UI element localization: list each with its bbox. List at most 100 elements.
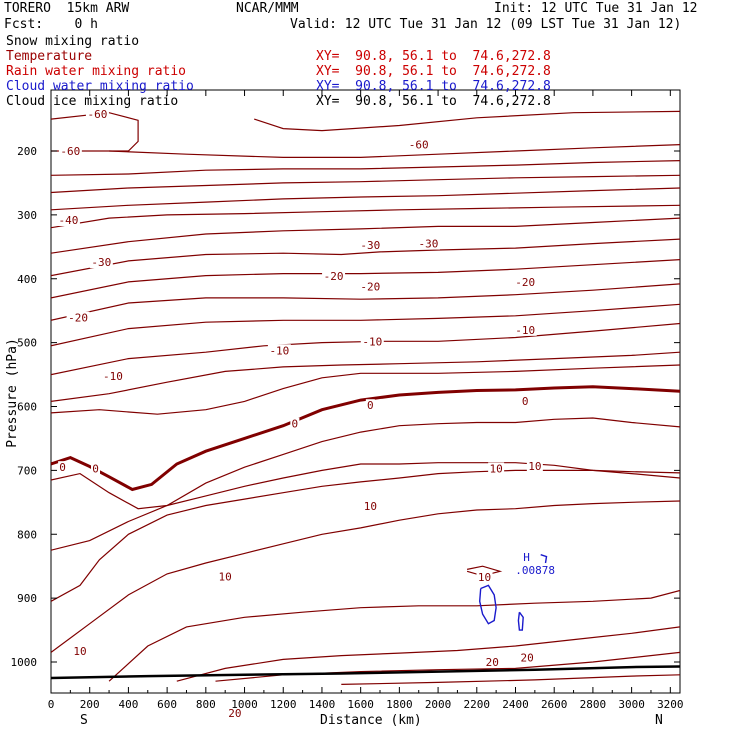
x-tick-label: 2200 <box>464 698 491 711</box>
contour-label-bg <box>101 369 125 382</box>
contour-label: -60 <box>60 145 80 158</box>
contour-label: -10 <box>103 370 123 383</box>
isotherm-line <box>108 589 680 682</box>
contour-label: 10 <box>478 571 491 584</box>
plot-frame <box>50 89 681 694</box>
isotherm-line <box>341 674 680 685</box>
x-tick-label: 3200 <box>657 698 684 711</box>
x-axis-title: Distance (km) <box>320 713 422 728</box>
isotherm-line <box>51 364 680 415</box>
contour-label: 0 <box>522 395 529 408</box>
y-tick-label: 600 <box>17 401 37 414</box>
y-tick-label: 700 <box>17 464 37 477</box>
contour-label-bg <box>58 461 68 474</box>
isotherm-line <box>51 303 680 347</box>
contour-label-bg <box>488 462 505 475</box>
contour-label-bg <box>89 256 113 269</box>
contour-label-bg <box>416 237 440 250</box>
y-axis-title: Pressure (hPa) <box>5 338 20 448</box>
isotherm-line <box>51 204 680 229</box>
contour-label-bg <box>513 323 537 336</box>
contour-label-bg <box>365 399 375 412</box>
contour-label: 20 <box>228 707 241 720</box>
isotherm-line <box>176 626 680 682</box>
x-tick-label: 1600 <box>347 698 374 711</box>
field-rain: Rain water mixing ratio <box>6 64 187 79</box>
contour-label: -10 <box>362 335 382 348</box>
contour-label-bg <box>360 335 384 348</box>
cloud-water-layer: H.00878 <box>478 551 555 631</box>
contour-label: 10 <box>364 500 377 513</box>
contour-label-bg <box>58 145 82 157</box>
isotherm-line <box>51 462 680 551</box>
contour-label-bg <box>476 571 493 584</box>
contour-label-bg <box>66 311 90 324</box>
isotherm-line <box>51 238 680 277</box>
contour-label-bg <box>322 270 346 283</box>
contour-label: 10 <box>528 460 541 473</box>
x-tick-label: 600 <box>157 698 177 711</box>
center-title: NCAR/MMM <box>236 1 299 16</box>
y-tick-label: 500 <box>17 337 37 350</box>
isotherm-line <box>51 322 680 376</box>
contour-label-bg <box>226 707 243 720</box>
cloud-water-contour <box>478 584 497 625</box>
xy-temperature: XY= 90.8, 56.1 to 74.6,272.8 <box>316 49 551 64</box>
contour-label: -10 <box>515 324 535 337</box>
isotherm-line <box>51 283 680 321</box>
isotherm-layer <box>51 110 680 685</box>
contour-label: -60 <box>409 139 429 152</box>
contour-label-bg <box>407 138 431 151</box>
contour-label-bg <box>526 459 543 472</box>
xy-cloud-ice: XY= 90.8, 56.1 to 74.6,272.8 <box>316 94 551 109</box>
isotherm-line <box>51 469 680 602</box>
x-tick-label: 800 <box>196 698 216 711</box>
y-tick-label: 400 <box>17 273 37 286</box>
y-tick-label: 300 <box>17 209 37 222</box>
contour-label: 10 <box>490 462 503 475</box>
contour-label: -60 <box>88 108 108 121</box>
contour-label-bg <box>85 107 109 120</box>
contour-label: -10 <box>269 344 289 357</box>
x-tick-label: 1400 <box>309 698 336 711</box>
y-tick-label: 1000 <box>11 656 38 669</box>
y-tick-label: 200 <box>17 145 37 158</box>
cloud-water-max-h: H <box>523 551 530 564</box>
contour-label-bg <box>290 417 300 430</box>
isotherm-line <box>51 217 680 254</box>
init-time: Init: 12 UTC Tue 31 Jan 12 <box>494 1 698 16</box>
contour-label: -20 <box>515 276 535 289</box>
surface-line <box>51 665 680 680</box>
isotherm-line <box>51 160 680 176</box>
contour-label: 0 <box>367 399 374 412</box>
valid-time: Valid: 12 UTC Tue 31 Jan 12 (09 LST Tue … <box>290 17 682 32</box>
x-tick-label: 3000 <box>618 698 645 711</box>
x-end-north: N <box>655 713 663 728</box>
field-snow: Snow mixing ratio <box>6 34 140 49</box>
cloud-water-contour <box>517 611 524 631</box>
cloud-water-max-value: .00878 <box>515 564 555 577</box>
contour-label: -30 <box>91 256 111 269</box>
x-tick-label: 200 <box>80 698 100 711</box>
contour-label: 0 <box>292 418 299 431</box>
xy-cloud-water: XY= 90.8, 56.1 to 74.6,272.8 <box>316 79 551 94</box>
contour-label: 20 <box>520 652 533 665</box>
x-tick-label: 2000 <box>425 698 452 711</box>
field-cloud-water: Cloud water mixing ratio <box>6 79 194 94</box>
contour-label-layer: -60 -60 -60 -40 -30 -30 -30 -20 -20 -20 -20 -10 -10 -… <box>56 107 543 720</box>
contour-label-bg <box>217 570 234 583</box>
isotherm-line <box>51 351 680 402</box>
contour-label-bg <box>519 651 536 664</box>
contour-label-bg <box>358 238 382 251</box>
x-tick-label: 0 <box>48 698 55 711</box>
field-temperature: Temperature <box>6 49 93 64</box>
isotherm-line <box>51 417 680 510</box>
x-tick-label: 1200 <box>270 698 297 711</box>
contour-label: 0 <box>59 461 66 474</box>
field-cloud-ice: Cloud ice mixing ratio <box>6 94 179 109</box>
contour-label-bg <box>362 500 379 513</box>
axis-layer: 0 200 400 600 800 1000 1200 1400 1600 1800 2000 220… <box>11 90 684 711</box>
contour-label: -20 <box>68 312 88 325</box>
contour-label-bg <box>513 275 537 288</box>
